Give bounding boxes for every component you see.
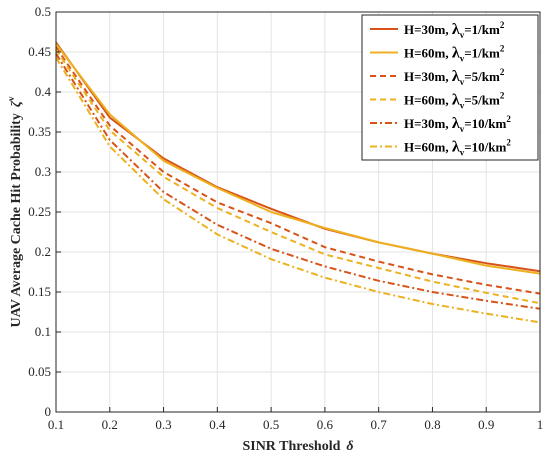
x-axis-title: SINR Threshold δ: [242, 439, 353, 454]
legend-label: H=30m, λv=5/km2: [404, 67, 505, 87]
legend-label-lambda: λ: [452, 21, 460, 38]
y-tick-label: 0.25: [28, 204, 51, 219]
y-tick-label: 0.3: [35, 164, 51, 179]
legend-label: H=60m, λv=1/km2: [404, 44, 505, 64]
series-line-6: [55, 57, 541, 324]
legend-label-subscript: v: [460, 30, 465, 40]
y-tick-label: 0.1: [35, 324, 51, 339]
x-tick-label: 1: [537, 417, 544, 432]
x-tick-label: 0.6: [317, 417, 334, 432]
legend-box: [361, 14, 539, 161]
legend-label-subscript: v: [460, 101, 465, 111]
legend-label-superscript: 2: [500, 67, 505, 77]
legend-label-lambda: λ: [452, 139, 460, 156]
legend-label-lambda: λ: [452, 92, 460, 109]
legend-label-density: =5/km: [464, 93, 500, 108]
legend-label-height: H=60m,: [404, 93, 452, 108]
x-tick-label: 0.7: [371, 417, 388, 432]
series-line-3: [55, 46, 541, 295]
x-tick-label: 0.4: [209, 417, 226, 432]
legend-label-density: =1/km: [464, 46, 500, 61]
legend-label-density: =10/km: [464, 140, 506, 155]
legend-label-superscript: 2: [506, 138, 511, 148]
legend-label-superscript: 2: [500, 91, 505, 101]
legend-label-lambda: λ: [452, 68, 460, 85]
x-axis-symbol: δ: [346, 439, 353, 454]
axis-ticks: 0.1 0.2 0.3 0.4 0.5 0.6 0.7 0.8 0.9 1 0 0.05 0.1 0.15…: [28, 4, 543, 432]
y-tick-label: 0.5: [35, 4, 51, 19]
legend-label-height: H=60m,: [404, 140, 452, 155]
legend-label-subscript: v: [460, 54, 465, 64]
legend-label: H=60m, λv=5/km2: [404, 91, 505, 111]
legend-label-density: =1/km: [464, 22, 500, 37]
legend-label-subscript: v: [460, 124, 465, 134]
x-tick-label: 0.2: [102, 417, 118, 432]
y-tick-label: 0: [45, 404, 52, 419]
legend-label-lambda: λ: [452, 45, 460, 62]
y-tick-label: 0.2: [35, 244, 51, 259]
y-tick-label: 0.35: [28, 124, 51, 139]
series-line-2: [55, 43, 541, 275]
legend-label-subscript: v: [460, 77, 465, 87]
x-tick-label: 0.8: [424, 417, 440, 432]
legend-label-subscript: v: [460, 148, 465, 158]
y-tick-label: 0.45: [28, 44, 51, 59]
legend-label-superscript: 2: [506, 114, 511, 124]
legend-label-height: H=30m,: [404, 22, 452, 37]
legend-label: H=30m, λv=10/km2: [404, 114, 511, 134]
x-tick-label: 0.1: [48, 417, 64, 432]
y-tick-label: 0.05: [28, 364, 51, 379]
legend-label-lambda: λ: [452, 115, 460, 132]
x-tick-label: 0.5: [263, 417, 279, 432]
y-axis-symbol: ζ: [9, 100, 24, 107]
y-tick-label: 0.15: [28, 284, 51, 299]
legend-label: H=30m, λv=1/km2: [404, 20, 505, 40]
legend-label-density: =10/km: [464, 116, 506, 131]
y-axis-symbol-superscript: v: [6, 96, 16, 101]
x-axis-title-text: SINR Threshold: [242, 439, 340, 454]
y-axis-title-text: UAV Average Cache Hit Probability: [9, 113, 24, 327]
legend-label-height: H=60m,: [404, 46, 452, 61]
x-tick-label: 0.9: [478, 417, 494, 432]
grid-lines: [55, 11, 541, 413]
legend-label-density: =5/km: [464, 69, 500, 84]
legend-label: H=60m, λv=10/km2: [404, 138, 511, 158]
series-layer: [55, 41, 541, 324]
x-tick-label: 0.3: [155, 417, 171, 432]
y-tick-label: 0.4: [35, 84, 52, 99]
series-line-5: [55, 53, 541, 310]
legend-label-superscript: 2: [500, 44, 505, 54]
legend-label-height: H=30m,: [404, 69, 452, 84]
y-axis-title: UAV Average Cache Hit Probability ζv: [6, 96, 24, 328]
series-line-4: [55, 49, 541, 305]
legend-label-superscript: 2: [500, 20, 505, 30]
legend-label-height: H=30m,: [404, 116, 452, 131]
